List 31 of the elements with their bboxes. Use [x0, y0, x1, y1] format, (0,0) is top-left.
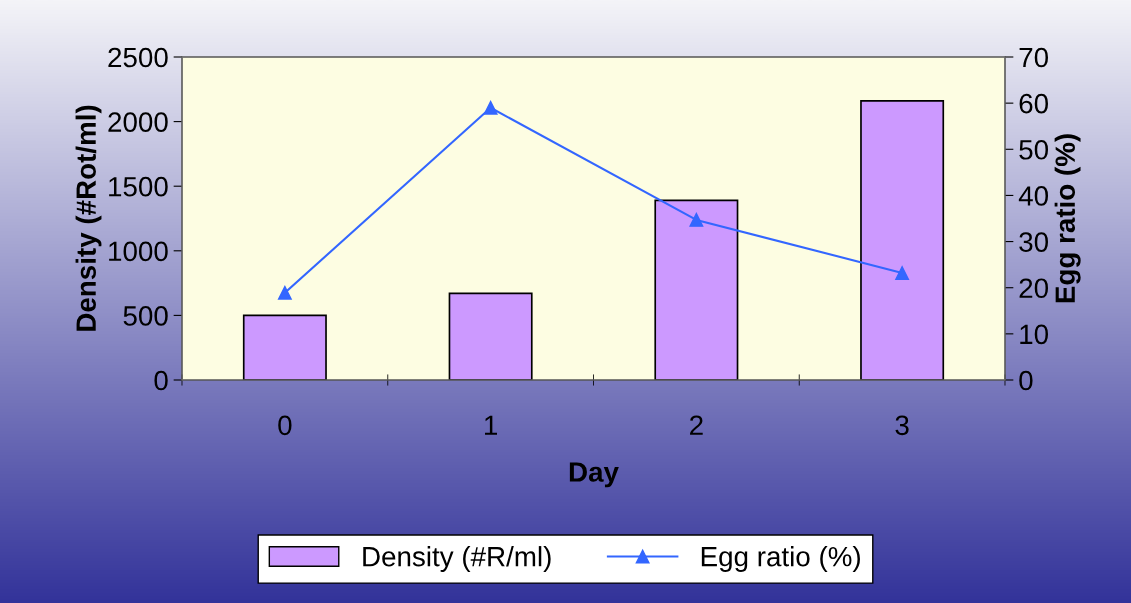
- y2-axis-title: Egg ratio (%): [1054, 134, 1081, 303]
- x-axis-title: Day: [569, 462, 619, 488]
- point: [895, 266, 910, 280]
- legend-label: Density (#R/ml): [363, 546, 551, 572]
- x-tick-label: 3: [895, 415, 909, 436]
- y2-tick-label: 50: [1019, 139, 1049, 160]
- y2-tick-label: 70: [1019, 47, 1049, 68]
- x-tick-label: 1: [485, 415, 497, 435]
- y2-tick-label: 0: [1019, 370, 1033, 391]
- x-tick-label: 2: [690, 415, 703, 435]
- x-tick-label: 0: [278, 415, 292, 436]
- point: [277, 285, 292, 300]
- legend-label: Egg ratio (%): [701, 546, 860, 572]
- y2-tick-label: 40: [1018, 186, 1049, 206]
- y2-tick-label: 30: [1019, 232, 1049, 252]
- y-tick-label: 2000: [108, 112, 168, 132]
- y2-tick-label: 10: [1020, 324, 1049, 345]
- bar: [448, 292, 533, 380]
- y-tick-label: 500: [123, 306, 168, 326]
- y-tick-label: 1500: [109, 176, 168, 197]
- y2-tick-label: 20: [1019, 278, 1049, 299]
- y2-tick-label: 60: [1019, 93, 1049, 114]
- point: [689, 212, 704, 227]
- bar: [242, 314, 327, 380]
- bar: [860, 100, 945, 380]
- bar: [654, 199, 739, 380]
- point: [483, 100, 498, 115]
- y-axis-title: Density (#Rot/ml): [75, 105, 102, 331]
- y-tick-label: 1000: [109, 241, 168, 262]
- y-tick-label: 2500: [108, 47, 168, 68]
- y-tick-label: 0: [154, 370, 168, 391]
